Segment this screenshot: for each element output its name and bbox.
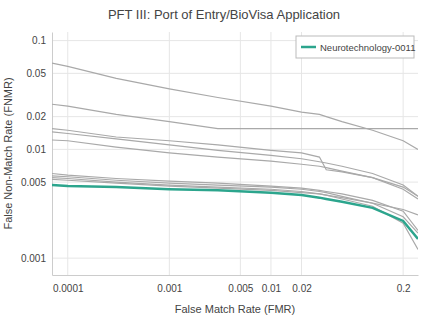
x-tick: 0.2 xyxy=(397,275,411,294)
y-tick-label: 0.005 xyxy=(21,177,46,188)
x-tick: 0.02 xyxy=(292,275,312,294)
lines xyxy=(52,63,418,249)
x-grid-line xyxy=(270,32,271,275)
x-axis-title: False Match Rate (FMR) xyxy=(175,303,295,315)
y-tick-label: 0.01 xyxy=(27,144,47,155)
chart: 0.00010.0010.0050.010.020.20.0010.0050.0… xyxy=(0,0,448,321)
y-tick: 0.02 xyxy=(27,111,52,122)
x-tick-label: 0.005 xyxy=(228,283,253,294)
legend-swatch xyxy=(301,46,316,49)
series-line xyxy=(52,178,418,250)
x-grid-line xyxy=(240,32,241,275)
x-axis-line xyxy=(53,275,419,276)
y-tick-label: 0.001 xyxy=(21,253,46,264)
x-grid-line xyxy=(67,32,68,275)
y-tick: 0.001 xyxy=(21,253,52,264)
x-tick: 0.0001 xyxy=(53,275,84,294)
y-axis-line xyxy=(52,33,53,276)
y-tick-label: 0.02 xyxy=(27,111,47,122)
x-tick-label: 0.0001 xyxy=(53,283,84,294)
y-tick: 0.01 xyxy=(27,144,52,155)
x-tick-label: 0.2 xyxy=(397,283,411,294)
series-line xyxy=(52,63,418,149)
grid xyxy=(52,32,418,275)
y-grid-line xyxy=(52,73,418,74)
x-tick: 0.01 xyxy=(262,275,282,294)
y-tick-label: 0.05 xyxy=(27,68,47,79)
title: PFT III: Port of Entry/BioVisa Applicati… xyxy=(108,7,340,22)
x-axis: 0.0001 0.001 0.005 0.01 0.02 0.2 xyxy=(53,275,419,294)
x-tick: 0.005 xyxy=(228,275,253,294)
legend: Neurotechnology-0011 xyxy=(296,36,415,58)
series-line xyxy=(52,185,418,239)
y-grid-line xyxy=(52,258,418,259)
series-line xyxy=(52,104,418,128)
legend-label: Neurotechnology-0011 xyxy=(320,42,415,53)
y-tick-label: 0.1 xyxy=(32,35,46,46)
x-grid-line xyxy=(169,32,170,275)
y-axis: 0.001 0.005 0.01 0.02 0.05 0.1 xyxy=(21,33,53,276)
x-tick-label: 0.02 xyxy=(292,283,312,294)
series-line xyxy=(52,179,418,214)
plot: 0.00010.0010.0050.010.020.20.0010.0050.0… xyxy=(21,32,419,294)
y-grid-line xyxy=(52,116,418,117)
x-tick: 0.001 xyxy=(157,275,182,294)
x-tick-label: 0.001 xyxy=(157,283,182,294)
series-line xyxy=(52,174,418,231)
x-tick-label: 0.01 xyxy=(262,283,282,294)
y-tick: 0.05 xyxy=(27,68,52,79)
y-tick: 0.1 xyxy=(32,35,52,46)
y-tick: 0.005 xyxy=(21,177,52,188)
y-grid-line xyxy=(52,149,418,150)
y-axis-title: False Non-Match Rate (FNMR) xyxy=(2,77,14,229)
x-grid-line xyxy=(403,32,404,275)
